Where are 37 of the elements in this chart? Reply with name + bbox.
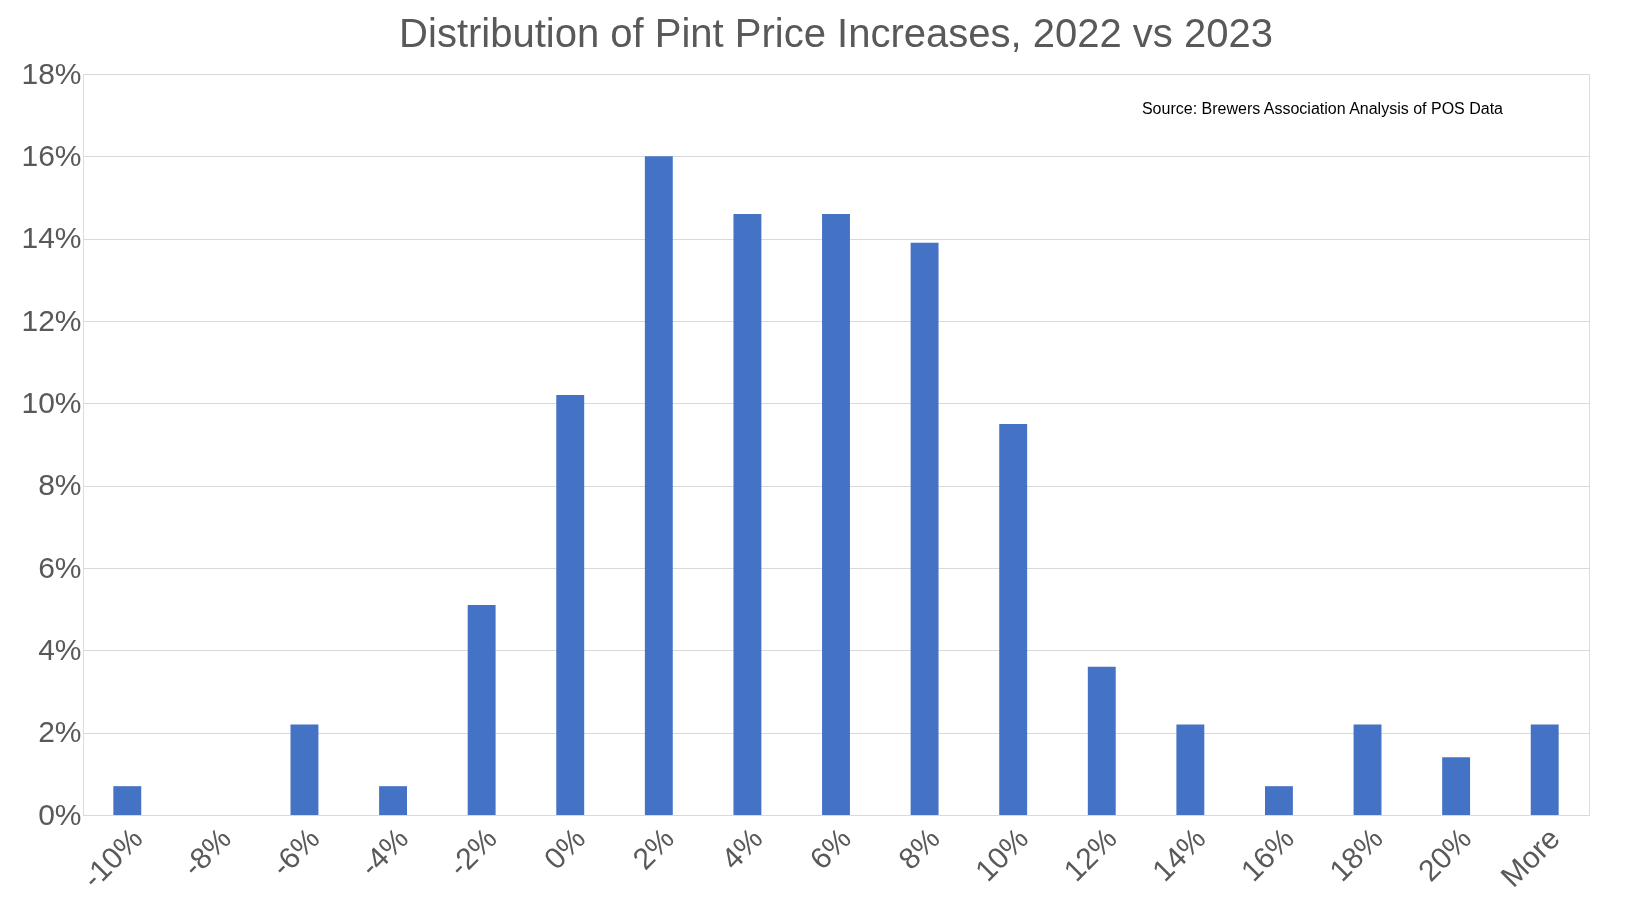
y-tick-label: 12% <box>21 303 82 337</box>
bar <box>1530 724 1559 815</box>
y-tick-label: 4% <box>38 632 82 666</box>
x-tick-label: 2% <box>626 821 681 876</box>
y-tick-label: 8% <box>38 468 82 502</box>
bar <box>1442 757 1471 815</box>
y-tick-label: 0% <box>38 797 82 831</box>
bar <box>1087 666 1116 815</box>
x-tick-label: 0% <box>537 821 592 876</box>
y-tick-label: 16% <box>21 138 82 172</box>
bar <box>467 605 496 815</box>
bar <box>290 724 319 815</box>
chart-title: Distribution of Pint Price Increases, 2022 vs 2023 <box>399 11 1273 55</box>
x-tick-label: 6% <box>803 821 858 876</box>
x-tick-label: 8% <box>891 821 946 876</box>
bar <box>999 423 1028 815</box>
bar <box>1264 786 1293 815</box>
bar <box>1353 724 1382 815</box>
x-tick-label: 4% <box>714 821 769 876</box>
x-tick-label: -4% <box>353 821 415 883</box>
y-tick-label: 14% <box>21 221 82 255</box>
bar <box>113 786 142 815</box>
bar <box>910 242 939 815</box>
y-tick-label: 18% <box>21 56 82 90</box>
bar <box>379 786 408 815</box>
bar <box>556 395 585 815</box>
x-tick-label: -8% <box>176 821 238 883</box>
bar <box>822 213 850 815</box>
x-tick-label: -2% <box>441 821 503 883</box>
y-tick-label: 2% <box>38 715 82 749</box>
y-tick-label: 6% <box>38 550 82 584</box>
x-tick-label: -6% <box>264 821 326 883</box>
bar <box>644 156 673 815</box>
annotation: Source: Brewers Association Analysis of POS Data <box>1141 100 1504 117</box>
bar <box>733 213 762 815</box>
y-tick-label: 10% <box>21 385 82 419</box>
bar <box>1176 724 1205 815</box>
